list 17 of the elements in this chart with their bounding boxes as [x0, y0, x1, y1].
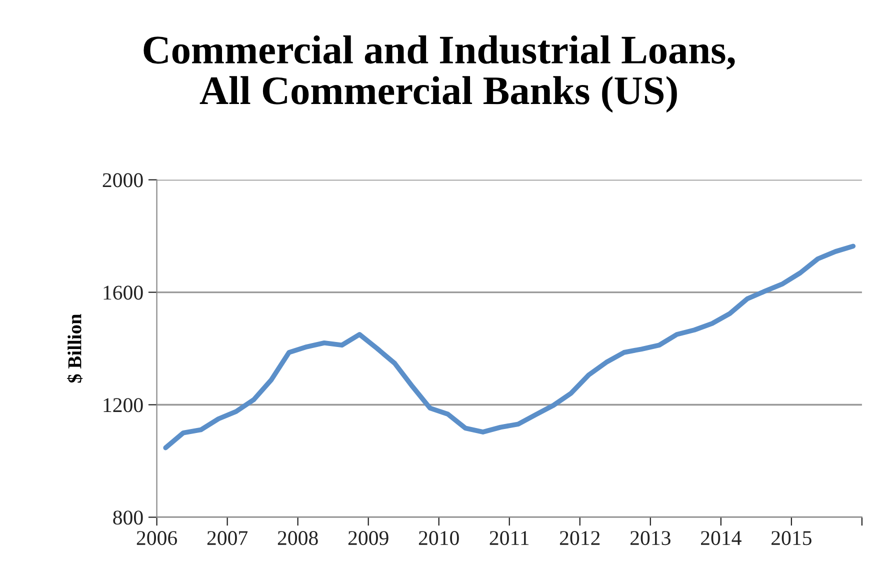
x-tick-label: 2007	[207, 531, 248, 546]
y-tick-label: 1600	[104, 286, 143, 300]
line-series	[163, 244, 856, 450]
x-tick-label: 2013	[630, 531, 670, 546]
x-tick-label: 2006	[136, 531, 178, 546]
x-tick-label: 2010	[418, 531, 459, 546]
chart-title: Commercial and Industrial Loans, All Commercial Banks (US)	[144, 35, 735, 113]
y-tick-label: 2000	[102, 173, 143, 188]
x-tick-label: 2015	[772, 531, 812, 546]
x-tick-label: 2014	[701, 531, 742, 546]
y-tick-label: 1200	[104, 398, 143, 412]
x-tick-label: 2009	[348, 531, 388, 546]
y-tick-label: 800	[113, 510, 143, 525]
x-tick-label: 2012	[560, 531, 600, 546]
x-tick-label: 2011	[490, 531, 529, 546]
x-tick-label: 2008	[278, 531, 318, 546]
y-axis-title: $ Billion	[67, 314, 83, 383]
